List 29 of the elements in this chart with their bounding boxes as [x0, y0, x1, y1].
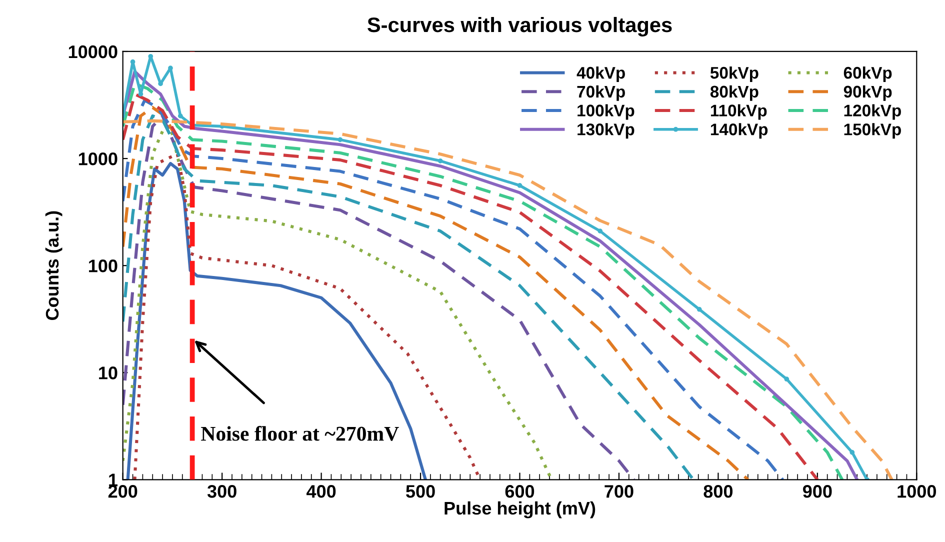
legend-label: 70kVp: [577, 85, 625, 101]
x-axis-title: Pulse height (mV): [444, 501, 596, 518]
legend-label: 150kVp: [844, 123, 901, 139]
x-tick-label: 1000: [898, 485, 936, 498]
x-tick-label: 600: [505, 485, 534, 498]
legend-label: 60kVp: [844, 66, 892, 82]
x-tick-label: 300: [207, 485, 236, 498]
legend-label: 110kVp: [710, 104, 767, 120]
annotation: Noise floor at ~270mV: [201, 426, 399, 441]
y-tick-label: 10: [99, 366, 118, 380]
legend-label: 40kVp: [576, 66, 625, 82]
x-tick-label: 900: [802, 485, 832, 498]
y-axis-title: Counts (a.u.): [45, 211, 62, 320]
legend-label: 130kVp: [578, 123, 634, 139]
legend-label: 80kVp: [710, 85, 758, 101]
x-tick-label: 200: [108, 485, 138, 498]
chart-title: S-curves with various voltages: [368, 16, 672, 36]
x-tick-label: 800: [704, 485, 733, 498]
x-tick-label: 500: [406, 485, 435, 498]
legend-label: 90kVp: [844, 85, 892, 101]
x-tick-label: 400: [306, 485, 336, 498]
y-tick-label: 100: [89, 260, 118, 272]
legend-label: 50kVp: [710, 66, 758, 82]
y-tick-label: 10000: [68, 45, 118, 58]
legend-label: 100kVp: [578, 104, 634, 120]
legend-label: 120kVp: [844, 104, 901, 120]
x-tick-label: 700: [604, 485, 634, 498]
legend-label: 140kVp: [710, 123, 768, 139]
y-tick-label: 1000: [78, 152, 118, 166]
